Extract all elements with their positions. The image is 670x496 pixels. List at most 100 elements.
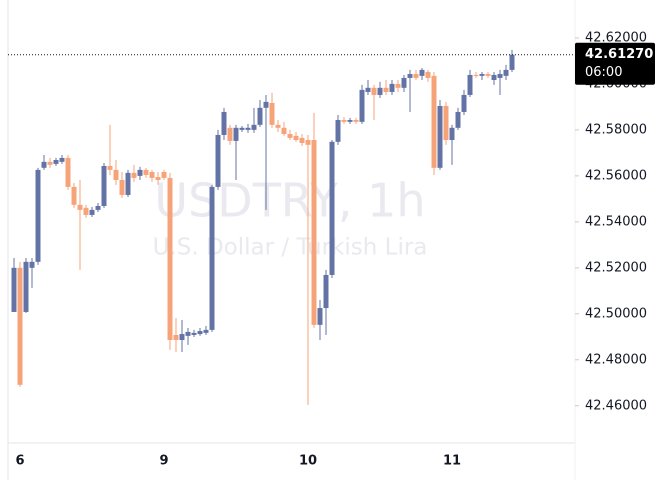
candle-body: [323, 274, 329, 309]
candle-body: [449, 127, 455, 141]
candle-body: [281, 127, 287, 135]
last-price-box: [575, 42, 655, 85]
candle-body: [179, 334, 185, 341]
candle-body: [317, 308, 323, 325]
y-tick-label: 42.62000: [585, 30, 647, 45]
y-tick-label: 42.48000: [585, 352, 647, 367]
candle-body: [329, 141, 335, 275]
candle-body: [89, 209, 95, 215]
candle-body: [443, 105, 449, 141]
candle-body: [173, 334, 179, 341]
candle-body: [227, 127, 233, 141]
candle-body: [17, 267, 23, 385]
y-tick-label: 42.54000: [585, 214, 647, 229]
candle-body: [479, 74, 485, 76]
candle-body: [311, 140, 317, 325]
candle-body: [35, 169, 41, 262]
candle-body: [467, 74, 473, 95]
candle-body: [209, 186, 215, 330]
candle-body: [359, 89, 365, 122]
y-tick-label: 42.56000: [585, 168, 647, 183]
candle-body: [377, 87, 383, 95]
y-tick-label: 42.50000: [585, 306, 647, 321]
x-tick-label: 9: [159, 454, 168, 469]
candle-body: [299, 137, 305, 143]
candle-body: [29, 261, 35, 268]
candle-body: [59, 157, 65, 162]
candle-body: [95, 205, 101, 210]
candle-body: [251, 124, 257, 130]
candle-body: [143, 169, 149, 175]
candle-body: [161, 171, 167, 178]
candle-body: [497, 74, 503, 78]
candle-body: [185, 331, 191, 336]
candle-body: [437, 105, 443, 168]
candle-body: [455, 111, 461, 128]
x-tick-label: 6: [15, 454, 24, 469]
y-tick-label: 42.52000: [585, 260, 647, 275]
candle-body: [203, 329, 209, 333]
candle-body: [131, 172, 137, 178]
last-time-label: 06:00: [585, 65, 622, 80]
candle-body: [137, 169, 143, 176]
candle-body: [275, 124, 281, 128]
x-tick-label: 10: [299, 454, 317, 469]
candle-body: [305, 140, 311, 145]
candle-body: [485, 74, 491, 76]
candle-body: [155, 177, 161, 181]
candle-body: [335, 120, 341, 142]
candle-body: [47, 161, 53, 165]
candle-body: [293, 135, 299, 141]
candle-body: [245, 127, 251, 130]
candle-body: [23, 261, 29, 312]
candle-body: [191, 332, 197, 335]
candle-body: [461, 94, 467, 112]
candle-body: [149, 171, 155, 178]
candle-body: [167, 177, 173, 341]
candle-body: [371, 87, 377, 95]
y-tick-label: 42.58000: [585, 122, 647, 137]
candle-body: [257, 107, 263, 125]
candle-body: [239, 127, 245, 130]
candle-body: [413, 74, 419, 78]
candle-body: [473, 74, 479, 76]
candle-body: [407, 74, 413, 78]
candle-body: [41, 161, 47, 168]
candle-body: [263, 101, 269, 108]
candle-body: [215, 134, 221, 187]
candle-body: [119, 180, 125, 195]
candle-body: [233, 127, 239, 141]
candle-body: [65, 157, 71, 187]
candle-body: [197, 331, 203, 335]
candle-body: [503, 69, 509, 76]
watermark-subtitle: U.S. Dollar / Turkish Lira: [153, 235, 428, 261]
candle-body: [221, 111, 227, 135]
candle-body: [101, 165, 107, 206]
candle-body: [365, 87, 371, 92]
x-tick-label: 11: [443, 454, 461, 469]
candle-body: [113, 169, 119, 181]
candle-body: [401, 77, 407, 88]
candle-body: [107, 165, 113, 170]
candle-body: [125, 172, 131, 195]
candle-body: [491, 74, 497, 81]
candle-body: [431, 75, 437, 168]
candle-body: [425, 71, 431, 78]
candle-body: [11, 267, 17, 312]
candle-body: [353, 120, 359, 122]
last-price-label: 42.61270: [585, 47, 653, 62]
candle-body: [419, 69, 425, 76]
candle-body: [77, 204, 83, 210]
candle-body: [383, 87, 389, 92]
candle-body: [347, 120, 353, 122]
candle-body: [83, 207, 89, 215]
watermark-title: USDTRY, 1h: [154, 174, 425, 228]
y-tick-label: 42.46000: [585, 398, 647, 413]
candle-body: [269, 102, 275, 125]
candle-body: [389, 83, 395, 92]
candle-body: [509, 54, 515, 70]
candle-body: [71, 186, 77, 205]
candle-body: [341, 120, 347, 122]
